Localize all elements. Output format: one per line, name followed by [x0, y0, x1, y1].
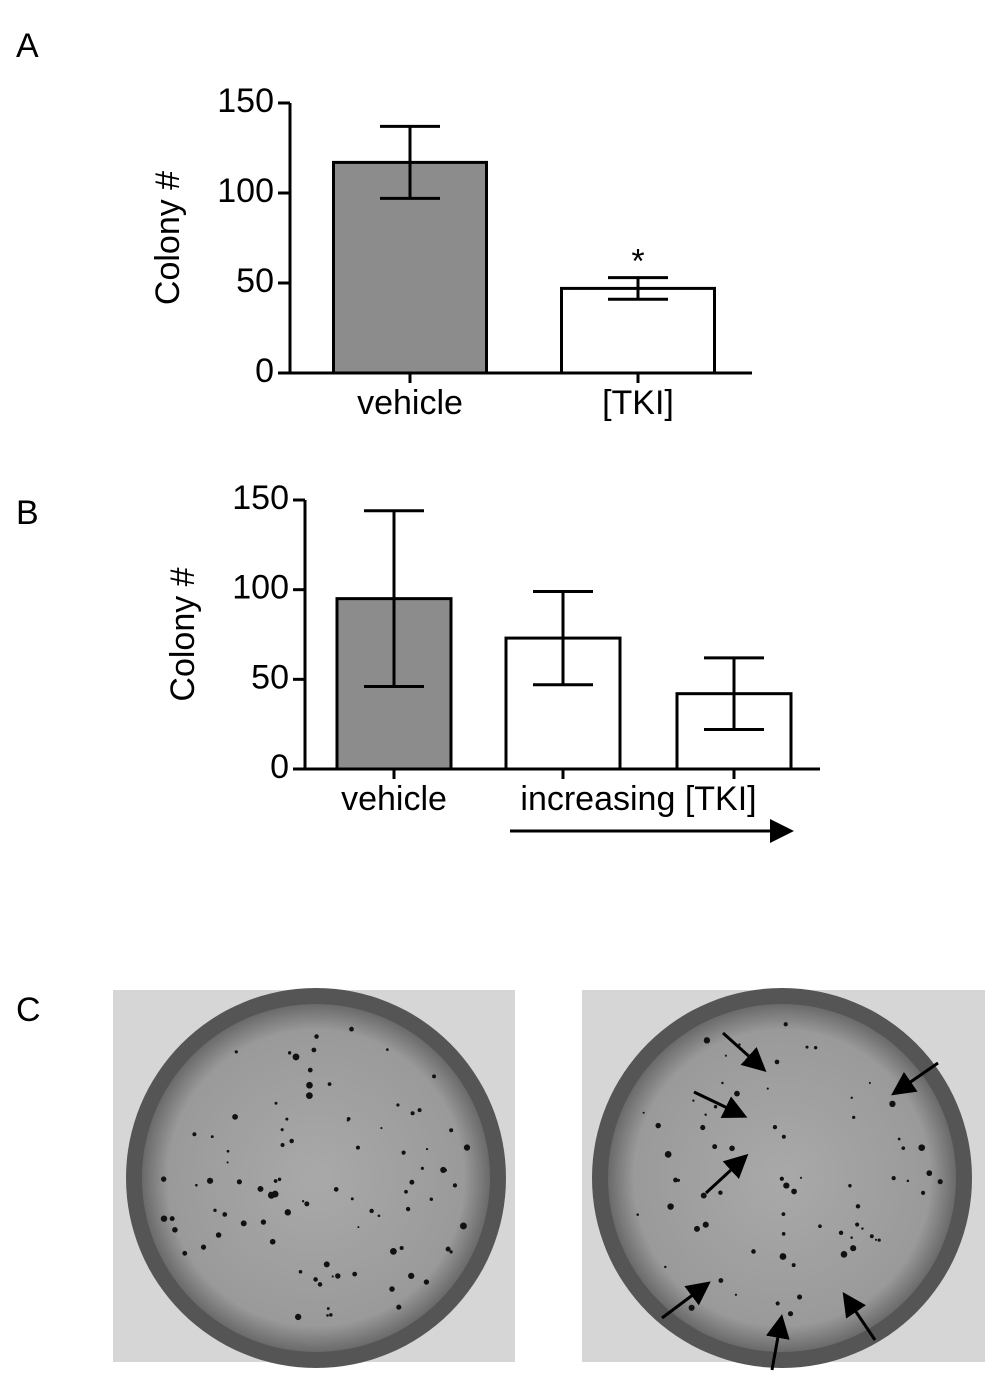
error-bar — [364, 509, 424, 689]
y-tick-label: 0 — [270, 748, 289, 786]
panel-label: A — [16, 27, 39, 65]
annotation: * — [631, 243, 644, 281]
photo-right — [582, 988, 985, 1371]
error-bar — [533, 589, 593, 687]
panel-label: C — [16, 991, 41, 1029]
x-tick-label: [TKI] — [602, 384, 674, 422]
error-bar — [608, 276, 668, 301]
error-bar — [380, 124, 440, 200]
y-tick-label: 50 — [251, 658, 289, 696]
y-tick-label: 100 — [232, 569, 289, 607]
y-tick-label: 0 — [255, 352, 274, 390]
y-axis-title: Colony # — [149, 171, 187, 305]
y-axis-title: Colony # — [164, 567, 202, 701]
y-tick-label: 150 — [232, 479, 289, 517]
error-bar — [704, 656, 764, 732]
bar — [560, 286, 716, 375]
x-tick-label: vehicle — [341, 780, 447, 818]
y-tick-label: 100 — [217, 172, 274, 210]
y-tick-label: 150 — [217, 82, 274, 120]
y-tick-label: 50 — [236, 262, 274, 300]
panel-label: B — [16, 494, 39, 532]
photo-left — [113, 988, 515, 1368]
group-label: increasing [TKI] — [520, 780, 756, 818]
x-tick-label: vehicle — [357, 384, 463, 422]
